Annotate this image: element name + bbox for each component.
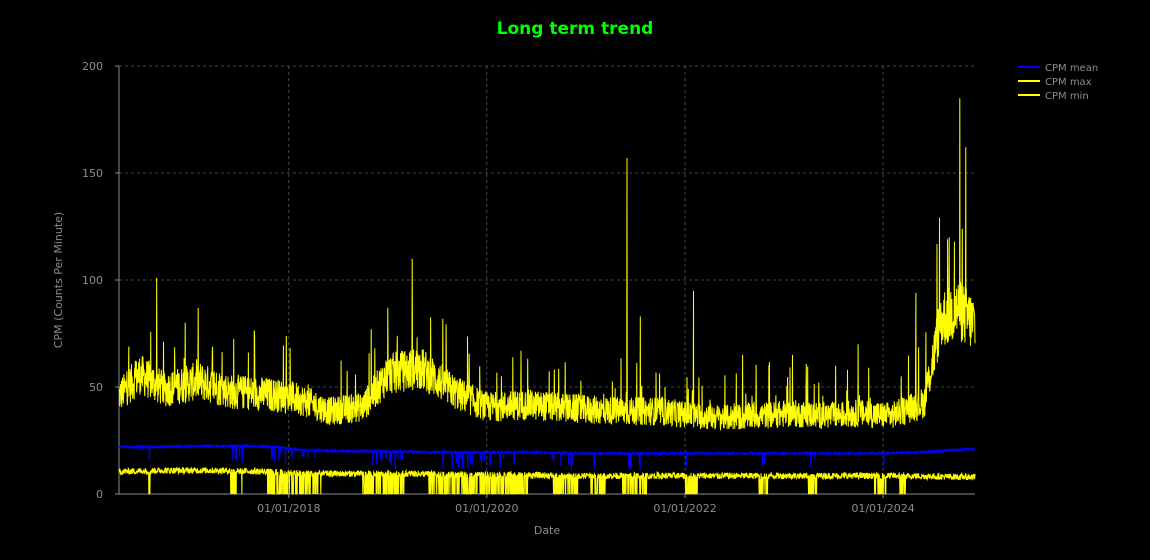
chart-title: Long term trend (497, 19, 654, 39)
legend-label: CPM min (1045, 91, 1089, 102)
x-tick-labels: 01/01/2018 01/01/2020 01/01/2022 01/01/2024 (257, 494, 915, 515)
x-tick-label: 01/01/2020 (455, 502, 518, 515)
legend: CPM mean CPM max CPM min (1018, 63, 1098, 102)
y-tick-label: 200 (82, 60, 103, 73)
y-axis-label: CPM (Counts Per Minute) (52, 212, 65, 348)
x-axis-label: Date (534, 524, 561, 537)
y-tick-label: 100 (82, 274, 103, 287)
legend-label: CPM max (1045, 77, 1092, 88)
y-tick-label: 150 (82, 167, 103, 180)
x-tick-label: 01/01/2022 (653, 502, 716, 515)
legend-label: CPM mean (1045, 63, 1098, 74)
series-line-cpm-mean (118, 442, 976, 471)
series-line-cpm-min (118, 466, 976, 495)
y-tick-label: 50 (89, 381, 103, 394)
series (118, 98, 976, 495)
x-tick-label: 01/01/2018 (257, 502, 320, 515)
series-line-cpm-max (118, 98, 976, 431)
y-tick-label: 0 (96, 488, 103, 501)
x-tick-label: 01/01/2024 (851, 502, 914, 515)
y-tick-labels: 0 50 100 150 200 (82, 60, 119, 501)
